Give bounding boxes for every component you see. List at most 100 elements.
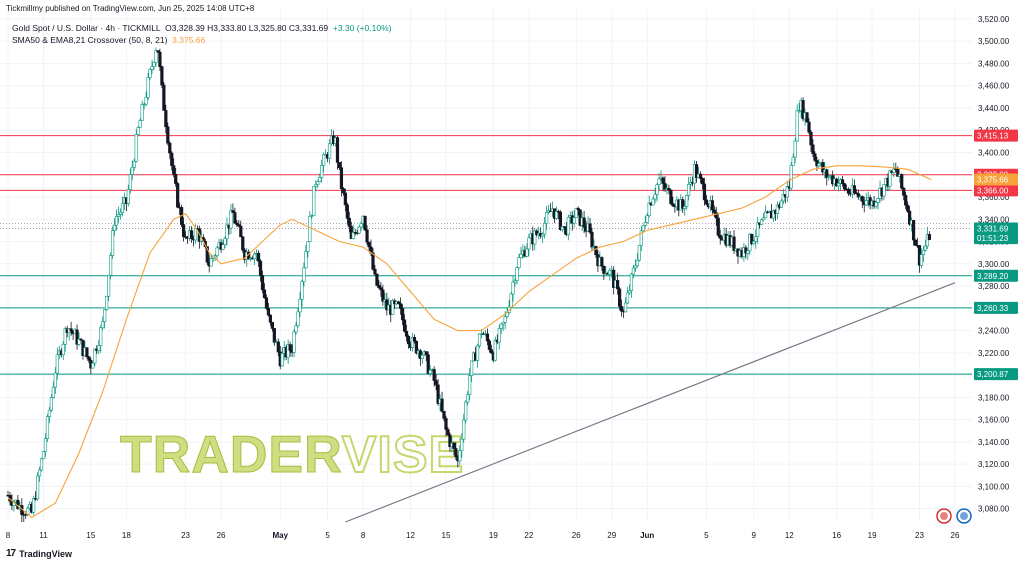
candle-body xyxy=(176,183,180,208)
candle-body xyxy=(241,236,245,251)
candle-body xyxy=(189,230,194,239)
candle-body xyxy=(225,224,229,239)
candle-body xyxy=(519,253,523,258)
candle-body xyxy=(24,514,28,516)
candle-body xyxy=(75,329,79,345)
candle-body xyxy=(452,442,456,449)
candle-body xyxy=(140,104,144,121)
candle-body xyxy=(497,328,501,343)
candle-body xyxy=(541,233,545,237)
candle-body xyxy=(136,127,140,135)
candle-body xyxy=(32,498,36,513)
candle-body xyxy=(87,356,91,361)
candle-body xyxy=(410,336,415,348)
candle-body xyxy=(760,219,764,225)
candle-body xyxy=(63,328,67,345)
level-price-tag: 3,200.87 xyxy=(977,370,1009,379)
indicator-name[interactable]: SMA50 & EMA8,21 Crossover (50, 8, 21) xyxy=(12,35,168,45)
candle-body xyxy=(256,252,261,262)
candle-body xyxy=(807,121,811,133)
candle-body xyxy=(558,211,563,230)
candle-body xyxy=(827,176,831,179)
indicator-value: 3,375.66 xyxy=(172,35,206,45)
candle-body xyxy=(643,222,647,226)
candle-body xyxy=(793,140,797,158)
candle-body xyxy=(314,184,318,187)
candle-body xyxy=(882,184,886,197)
candle-body xyxy=(229,210,233,229)
candle-body xyxy=(101,321,105,329)
level-price-tag-bg xyxy=(974,129,1018,142)
candle-body xyxy=(446,429,450,436)
candle-body xyxy=(39,458,44,471)
candle-body xyxy=(681,199,685,209)
x-tick-label: 12 xyxy=(785,531,794,540)
candle-body xyxy=(51,386,55,398)
candle-body xyxy=(625,292,630,304)
candle-body xyxy=(116,214,121,217)
candle-body xyxy=(574,207,578,218)
candle-body xyxy=(623,302,628,313)
candle-body xyxy=(286,344,290,358)
candle-body xyxy=(53,372,57,388)
x-tick-label: 8 xyxy=(6,531,11,540)
candle-body xyxy=(99,327,103,346)
candle-body xyxy=(817,163,821,167)
level-price-tag: 3,415.13 xyxy=(977,132,1009,141)
candle-body xyxy=(527,237,531,250)
candle-body xyxy=(367,241,371,248)
candle-body xyxy=(779,200,783,208)
candle-body xyxy=(911,220,916,241)
x-tick-label: 8 xyxy=(361,531,366,540)
candle-body xyxy=(41,451,46,460)
candle-body xyxy=(148,69,152,78)
level-price-tag: 3,260.33 xyxy=(977,304,1009,313)
candle-body xyxy=(876,198,880,203)
candle-body xyxy=(337,162,342,169)
candle-body xyxy=(533,230,537,245)
x-tick-label: 5 xyxy=(704,531,709,540)
candle-body xyxy=(464,401,468,421)
chart-legend: Gold Spot / U.S. Dollar · 4h · TICKMILL … xyxy=(12,22,391,46)
candle-body xyxy=(397,301,401,304)
candle-body xyxy=(923,245,928,251)
candle-body xyxy=(231,210,235,213)
x-tick-label: 19 xyxy=(868,531,877,540)
candle-body xyxy=(138,120,142,128)
candle-body xyxy=(142,103,146,106)
candle-body xyxy=(97,345,101,351)
candle-body xyxy=(582,217,586,228)
candle-body xyxy=(264,297,269,309)
candle-body xyxy=(296,311,300,327)
candle-body xyxy=(572,217,576,224)
y-tick-label: 3,500.00 xyxy=(978,37,1010,46)
candle-body xyxy=(700,178,705,185)
x-tick-label: 16 xyxy=(832,531,841,540)
symbol-title[interactable]: Gold Spot / U.S. Dollar · 4h · TICKMILL xyxy=(12,23,161,33)
x-tick-label: 26 xyxy=(217,531,226,540)
candle-body xyxy=(404,330,409,337)
price-tag-bg xyxy=(974,173,1018,186)
candle-body xyxy=(493,339,497,361)
candle-body xyxy=(633,265,637,269)
candle-body xyxy=(513,280,517,283)
tradingview-footer[interactable]: 17 TradingView xyxy=(6,548,72,559)
candle-body xyxy=(365,229,369,243)
candle-body xyxy=(687,184,691,196)
candle-body xyxy=(501,321,505,325)
x-tick-label: 26 xyxy=(572,531,581,540)
candle-body xyxy=(657,178,661,186)
candle-body xyxy=(172,165,176,175)
candle-body xyxy=(813,153,817,161)
us-flag-event-icon-inner xyxy=(960,512,968,520)
candle-body xyxy=(752,241,756,244)
candle-body xyxy=(854,192,858,194)
candle-body xyxy=(150,66,154,70)
watermark-part-b: VISE xyxy=(342,426,465,484)
candle-body xyxy=(797,110,801,112)
candle-body xyxy=(318,177,322,182)
candle-body xyxy=(775,204,780,214)
candle-body xyxy=(900,174,904,189)
candle-body xyxy=(320,165,324,178)
